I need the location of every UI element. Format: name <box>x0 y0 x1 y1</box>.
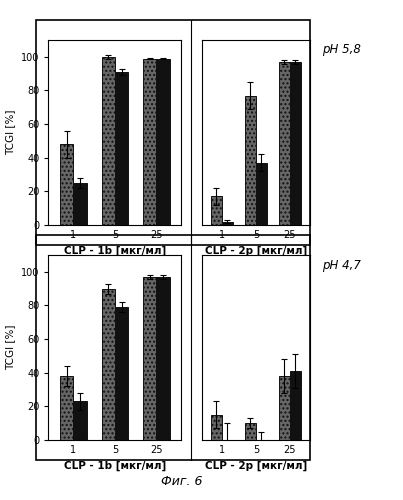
Bar <box>60 376 73 440</box>
Bar <box>115 72 128 225</box>
Y-axis label: TCGI [%]: TCGI [%] <box>5 325 15 370</box>
X-axis label: CLP - 2p [мкг/мл]: CLP - 2p [мкг/мл] <box>205 246 307 256</box>
Bar <box>102 57 115 225</box>
X-axis label: CLP - 2p [мкг/мл]: CLP - 2p [мкг/мл] <box>205 460 307 470</box>
Bar <box>156 277 170 440</box>
Bar <box>245 423 256 440</box>
Text: pH 4,7: pH 4,7 <box>322 258 361 272</box>
Bar <box>245 96 256 225</box>
Text: pH 5,8: pH 5,8 <box>322 44 361 57</box>
Bar <box>279 376 290 440</box>
Bar <box>211 196 222 225</box>
Bar <box>60 144 73 225</box>
Bar <box>156 58 170 225</box>
Bar <box>211 415 222 440</box>
Bar <box>73 183 87 225</box>
Bar <box>290 62 301 225</box>
Bar <box>222 222 233 225</box>
Text: Фиг. 6: Фиг. 6 <box>161 475 202 488</box>
Bar <box>102 288 115 440</box>
X-axis label: CLP - 1b [мкг/мл]: CLP - 1b [мкг/мл] <box>64 246 166 256</box>
Bar <box>290 371 301 440</box>
Bar <box>73 402 87 440</box>
Bar <box>256 163 267 225</box>
Bar <box>279 62 290 225</box>
Bar <box>143 277 156 440</box>
Bar <box>115 307 128 440</box>
X-axis label: CLP - 1b [мкг/мл]: CLP - 1b [мкг/мл] <box>64 460 166 470</box>
Y-axis label: TCGI [%]: TCGI [%] <box>5 110 15 155</box>
Bar <box>143 58 156 225</box>
